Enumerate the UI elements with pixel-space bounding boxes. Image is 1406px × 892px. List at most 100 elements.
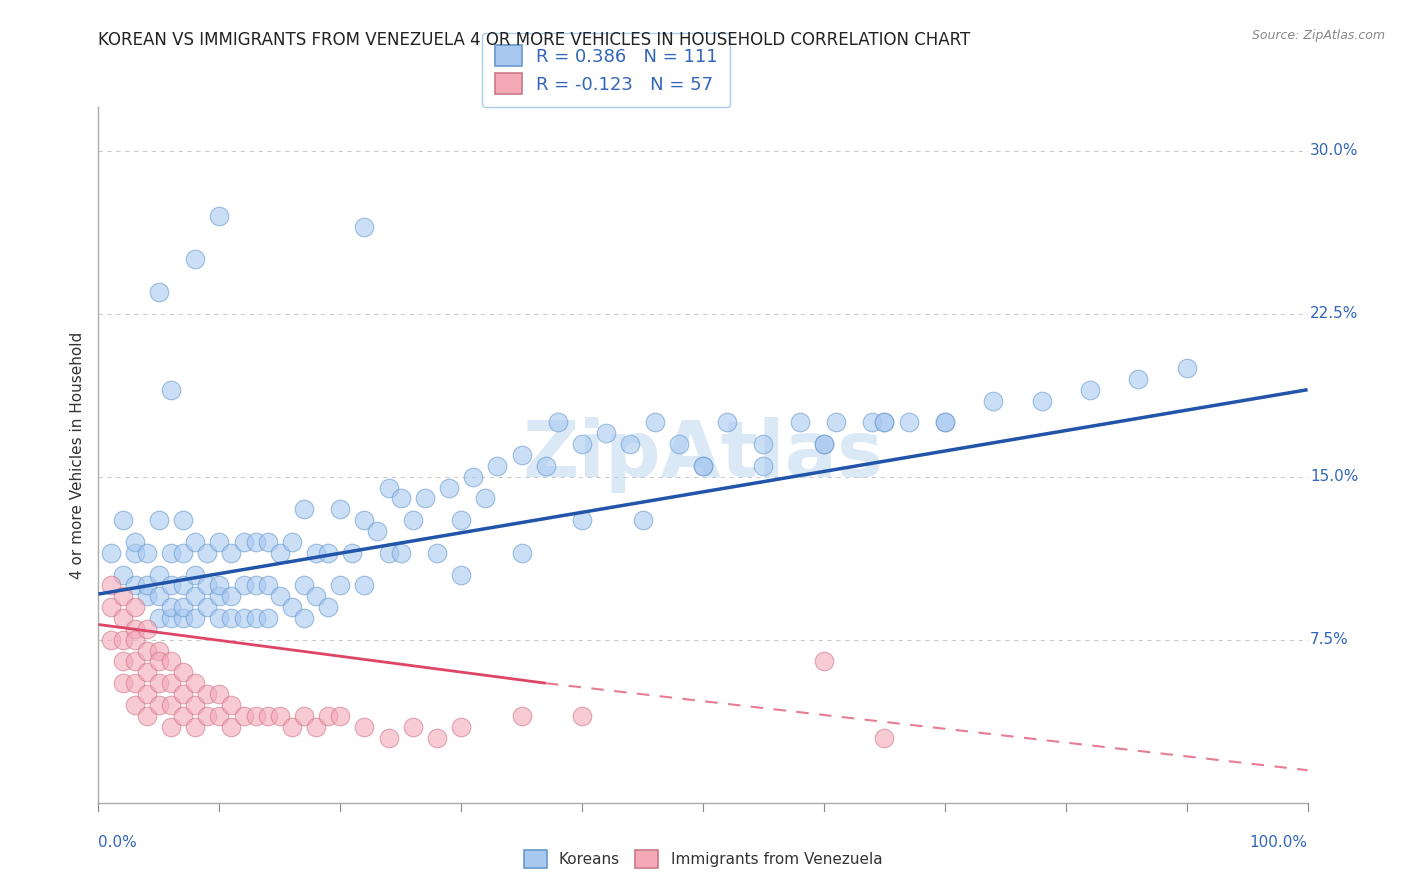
Point <box>377 546 399 560</box>
Point <box>184 698 207 712</box>
Point <box>752 437 775 451</box>
Point <box>172 513 194 527</box>
Point <box>353 513 375 527</box>
Point <box>111 676 134 690</box>
Point <box>208 687 231 701</box>
Point <box>450 513 472 527</box>
Point <box>316 600 339 615</box>
Point <box>195 600 218 615</box>
Point <box>148 567 170 582</box>
Point <box>184 252 207 267</box>
Point <box>100 578 122 592</box>
Point <box>644 415 666 429</box>
Point <box>873 415 896 429</box>
Point <box>426 546 449 560</box>
Point <box>389 491 412 506</box>
Point <box>184 567 207 582</box>
Point <box>269 708 291 723</box>
Text: 15.0%: 15.0% <box>1310 469 1358 484</box>
Point <box>245 534 267 549</box>
Point <box>1031 393 1053 408</box>
Point <box>269 546 291 560</box>
Point <box>897 415 920 429</box>
Point <box>160 611 183 625</box>
Point <box>1175 360 1198 375</box>
Point <box>981 393 1004 408</box>
Point <box>195 578 218 592</box>
Point <box>148 285 170 299</box>
Point <box>305 546 328 560</box>
Point <box>172 687 194 701</box>
Point <box>450 720 472 734</box>
Point <box>135 687 157 701</box>
Text: KOREAN VS IMMIGRANTS FROM VENEZUELA 4 OR MORE VEHICLES IN HOUSEHOLD CORRELATION : KOREAN VS IMMIGRANTS FROM VENEZUELA 4 OR… <box>98 31 970 49</box>
Point <box>474 491 496 506</box>
Point <box>208 611 231 625</box>
Point <box>208 589 231 603</box>
Point <box>571 513 593 527</box>
Point <box>160 698 183 712</box>
Point <box>389 546 412 560</box>
Point <box>631 513 654 527</box>
Point <box>342 546 364 560</box>
Point <box>148 676 170 690</box>
Point <box>813 655 835 669</box>
Text: Source: ZipAtlas.com: Source: ZipAtlas.com <box>1251 29 1385 42</box>
Point <box>1128 372 1150 386</box>
Point <box>184 589 207 603</box>
Point <box>256 611 278 625</box>
Point <box>148 698 170 712</box>
Point <box>1078 383 1101 397</box>
Point <box>172 600 194 615</box>
Point <box>221 546 243 560</box>
Point <box>100 600 122 615</box>
Point <box>195 687 218 701</box>
Point <box>135 665 157 680</box>
Point <box>813 437 835 451</box>
Point <box>135 546 157 560</box>
Point <box>245 611 267 625</box>
Point <box>124 622 146 636</box>
Point <box>111 513 134 527</box>
Point <box>208 708 231 723</box>
Point <box>184 720 207 734</box>
Point <box>873 731 896 745</box>
Point <box>426 731 449 745</box>
Point <box>692 458 714 473</box>
Point <box>402 720 425 734</box>
Point <box>221 698 243 712</box>
Point <box>366 524 388 538</box>
Text: 0.0%: 0.0% <box>98 836 138 850</box>
Point <box>281 600 304 615</box>
Point <box>534 458 557 473</box>
Point <box>160 655 183 669</box>
Text: 30.0%: 30.0% <box>1310 143 1358 158</box>
Point <box>195 546 218 560</box>
Point <box>413 491 436 506</box>
Point <box>208 209 231 223</box>
Point <box>547 415 569 429</box>
Point <box>402 513 425 527</box>
Point <box>256 578 278 592</box>
Point <box>377 481 399 495</box>
Point <box>329 578 352 592</box>
Point <box>269 589 291 603</box>
Point <box>292 611 315 625</box>
Point <box>329 502 352 516</box>
Point <box>873 415 896 429</box>
Point <box>111 611 134 625</box>
Point <box>292 708 315 723</box>
Point <box>292 578 315 592</box>
Point <box>148 611 170 625</box>
Point <box>316 546 339 560</box>
Point <box>692 458 714 473</box>
Point <box>195 708 218 723</box>
Legend: Koreans, Immigrants from Venezuela: Koreans, Immigrants from Venezuela <box>516 843 890 875</box>
Point <box>100 546 122 560</box>
Point <box>124 578 146 592</box>
Point <box>184 534 207 549</box>
Point <box>172 611 194 625</box>
Point <box>668 437 690 451</box>
Point <box>148 655 170 669</box>
Point <box>160 578 183 592</box>
